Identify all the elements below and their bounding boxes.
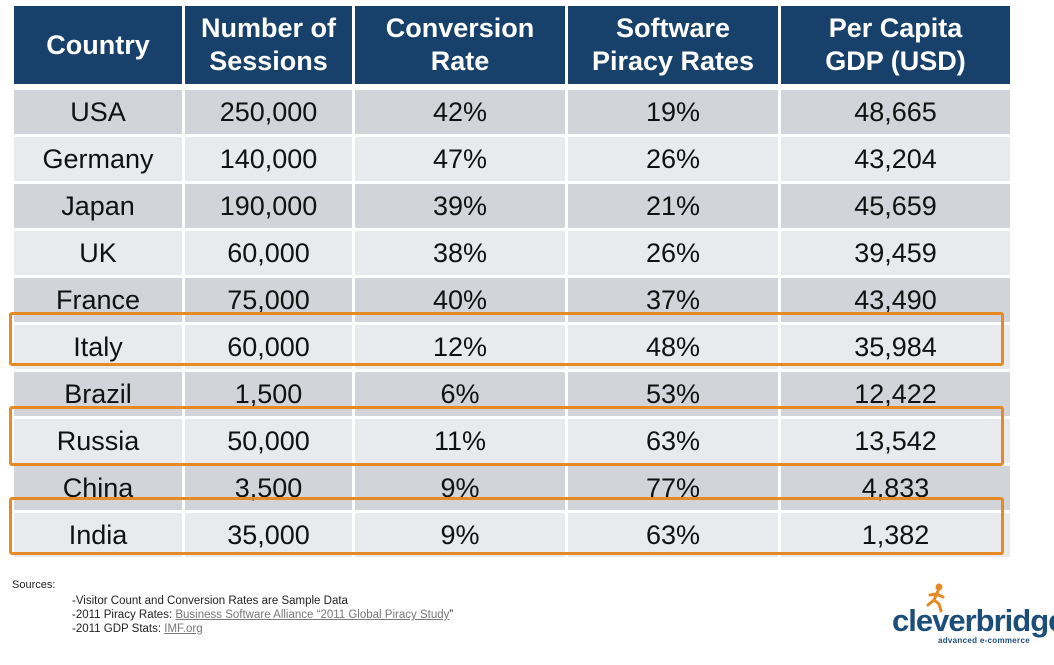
header-sessions: Number of Sessions — [185, 6, 355, 84]
runner-icon — [926, 583, 945, 613]
data-table: Country Number of Sessions Conversion Rate… — [14, 6, 1010, 557]
cell-piracy: 21% — [568, 181, 781, 228]
table-row: UK 60,000 38% 26% 39,459 — [14, 228, 1010, 275]
header-gdp: Per Capita GDP (USD) — [781, 6, 1010, 84]
cell-sessions: 50,000 — [185, 416, 355, 463]
table-row: Russia 50,000 11% 63% 13,542 — [14, 416, 1010, 463]
cleverbridge-logo: cleverbridge advanced e-commerce — [892, 583, 1054, 645]
cell-sessions: 140,000 — [185, 134, 355, 181]
cell-sessions: 35,000 — [185, 510, 355, 557]
table-row: India 35,000 9% 63% 1,382 — [14, 510, 1010, 557]
cell-gdp: 43,490 — [781, 275, 1010, 322]
table-row: China 3,500 9% 77% 4,833 — [14, 463, 1010, 510]
cell-gdp: 1,382 — [781, 510, 1010, 557]
cell-country: France — [14, 275, 185, 322]
sources-title: Sources: — [12, 579, 56, 591]
cell-conversion: 42% — [355, 84, 568, 134]
cell-piracy: 48% — [568, 322, 781, 369]
cell-sessions: 250,000 — [185, 84, 355, 134]
source-line-3: -2011 GDP Stats: IMF.org — [72, 623, 203, 635]
piracy-study-link[interactable]: Business Software Alliance “2011 Global … — [175, 609, 450, 621]
table-row: France 75,000 40% 37% 43,490 — [14, 275, 1010, 322]
cell-gdp: 48,665 — [781, 84, 1010, 134]
cell-sessions: 60,000 — [185, 228, 355, 275]
cell-sessions: 190,000 — [185, 181, 355, 228]
cell-gdp: 39,459 — [781, 228, 1010, 275]
cell-piracy: 77% — [568, 463, 781, 510]
cell-country: USA — [14, 84, 185, 134]
cell-conversion: 9% — [355, 510, 568, 557]
cell-sessions: 1,500 — [185, 369, 355, 416]
cell-country: UK — [14, 228, 185, 275]
cell-gdp: 13,542 — [781, 416, 1010, 463]
imf-link[interactable]: IMF.org — [164, 623, 203, 635]
header-country: Country — [14, 6, 185, 84]
table-row: Japan 190,000 39% 21% 45,659 — [14, 181, 1010, 228]
cell-country: Germany — [14, 134, 185, 181]
source-line-2: -2011 Piracy Rates: Business Software Al… — [72, 609, 454, 621]
table-row: Germany 140,000 47% 26% 43,204 — [14, 134, 1010, 181]
cell-country: India — [14, 510, 185, 557]
cell-country: Italy — [14, 322, 185, 369]
cell-gdp: 12,422 — [781, 369, 1010, 416]
cell-conversion: 12% — [355, 322, 568, 369]
source-line-1: -Visitor Count and Conversion Rates are … — [72, 595, 348, 607]
cell-gdp: 45,659 — [781, 181, 1010, 228]
cell-country: Brazil — [14, 369, 185, 416]
sources-list: -Visitor Count and Conversion Rates are … — [72, 594, 453, 636]
cell-gdp: 43,204 — [781, 134, 1010, 181]
cell-conversion: 6% — [355, 369, 568, 416]
cell-sessions: 75,000 — [185, 275, 355, 322]
cell-sessions: 60,000 — [185, 322, 355, 369]
header-piracy: Software Piracy Rates — [568, 6, 781, 84]
cell-piracy: 63% — [568, 416, 781, 463]
header-conversion: Conversion Rate — [355, 6, 568, 84]
table-row: USA 250,000 42% 19% 48,665 — [14, 84, 1010, 134]
table-row: Brazil 1,500 6% 53% 12,422 — [14, 369, 1010, 416]
cell-conversion: 39% — [355, 181, 568, 228]
cell-conversion: 9% — [355, 463, 568, 510]
cell-gdp: 4,833 — [781, 463, 1010, 510]
cell-piracy: 19% — [568, 84, 781, 134]
logo-tagline: advanced e-commerce — [938, 636, 1030, 645]
header-row: Country Number of Sessions Conversion Rate… — [14, 6, 1010, 84]
cell-conversion: 40% — [355, 275, 568, 322]
cell-country: Russia — [14, 416, 185, 463]
cell-piracy: 63% — [568, 510, 781, 557]
cell-country: Japan — [14, 181, 185, 228]
cell-conversion: 11% — [355, 416, 568, 463]
cell-piracy: 53% — [568, 369, 781, 416]
cell-gdp: 35,984 — [781, 322, 1010, 369]
table-row: Italy 60,000 12% 48% 35,984 — [14, 322, 1010, 369]
cell-country: China — [14, 463, 185, 510]
cell-piracy: 37% — [568, 275, 781, 322]
logo-wordmark: cleverbridge — [892, 603, 1054, 638]
cell-piracy: 26% — [568, 134, 781, 181]
cell-conversion: 38% — [355, 228, 568, 275]
cell-conversion: 47% — [355, 134, 568, 181]
cell-sessions: 3,500 — [185, 463, 355, 510]
cell-piracy: 26% — [568, 228, 781, 275]
